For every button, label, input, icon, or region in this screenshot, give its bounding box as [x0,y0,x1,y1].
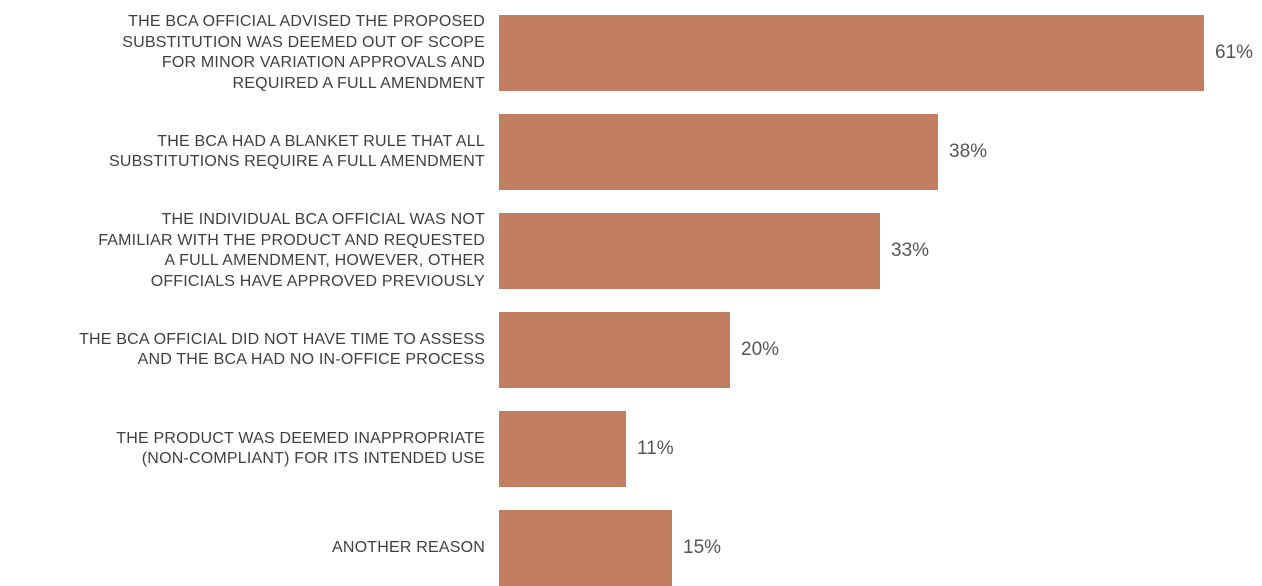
category-label: THE BCA HAD A BLANKET RULE THAT ALL SUBST… [109,132,485,171]
value-label: 38% [949,141,988,162]
bar [499,312,730,388]
bar [499,213,880,289]
category-label: THE BCA OFFICIAL ADVISED THE PROPOSED SUB… [122,13,485,92]
bar [499,510,672,586]
category-label: ANOTHER REASON [331,538,485,556]
category-label: THE INDIVIDUAL BCA OFFICIAL WAS NOT FAMIL… [98,211,485,290]
value-label: 20% [741,339,780,360]
value-label: 61% [1215,42,1254,63]
value-label: 33% [891,240,930,261]
category-label: THE BCA OFFICIAL DID NOT HAVE TIME TO AS… [79,330,485,369]
bar [499,114,938,190]
category-label: THE PRODUCT WAS DEEMED INAPPROPRIATE (NON… [116,429,485,468]
value-label: 15% [683,537,722,558]
bar [499,15,1204,91]
value-label: 11% [637,438,674,459]
bar [499,411,626,487]
